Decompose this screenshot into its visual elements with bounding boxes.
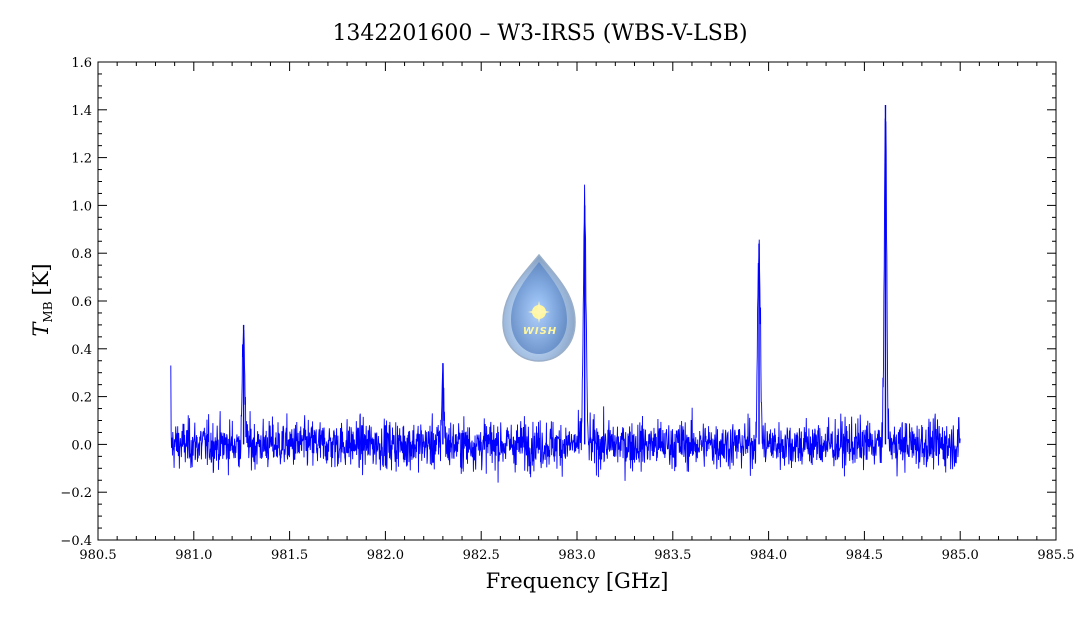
y-axis-label-sub: MB: [41, 301, 55, 322]
x-tick-label: 980.5: [79, 548, 116, 563]
y-axis-label-unit: [K]: [29, 263, 53, 295]
chart-title: 1342201600 – W3-IRS5 (WBS-V-LSB): [332, 21, 747, 46]
x-tick-label: 981.5: [271, 548, 308, 563]
y-tick-label: 0.4: [71, 343, 92, 358]
y-tick-label: 1.2: [71, 152, 92, 167]
axes: 980.5 981.0 981.5 982.0 982.5 983.0 983.5 984.0…: [60, 56, 1074, 563]
y-tick-label: 0.8: [71, 247, 92, 262]
x-axis-label: Frequency [GHz]: [486, 569, 669, 593]
y-tick-label: 1.6: [71, 56, 92, 71]
y-tick-label: 0.6: [71, 295, 92, 310]
x-tick-label: 984.0: [750, 548, 787, 563]
spectrum-data: [170, 105, 961, 483]
wish-logo-text: WISH: [523, 326, 557, 337]
x-tick-label: 983.0: [558, 548, 595, 563]
plot-frame: [97, 61, 1057, 541]
y-tick-label: 0.2: [71, 391, 92, 406]
spectrum-line: [170, 118, 961, 483]
y-axis-label-main: T: [29, 321, 53, 337]
x-tick-label: 985.0: [942, 548, 979, 563]
x-tick-label: 982.5: [463, 548, 500, 563]
y-axis-label: TMB [K]: [29, 263, 55, 336]
y-tick-label: −0.4: [60, 534, 92, 549]
x-tick-label: 983.5: [654, 548, 691, 563]
x-tick-label: 985.5: [1037, 548, 1074, 563]
x-tick-label: 984.5: [846, 548, 883, 563]
x-tick-label: 981.0: [175, 548, 212, 563]
y-tick-label: 1.0: [71, 199, 92, 214]
svg-text:TMB[K]: TMB [K]: [29, 263, 55, 336]
y-tick-label: 0.0: [71, 438, 92, 453]
wish-logo: WISH: [502, 253, 576, 362]
y-tick-label: 1.4: [71, 104, 92, 119]
y-tick-label: −0.2: [60, 486, 92, 501]
x-tick-label: 982.0: [367, 548, 404, 563]
